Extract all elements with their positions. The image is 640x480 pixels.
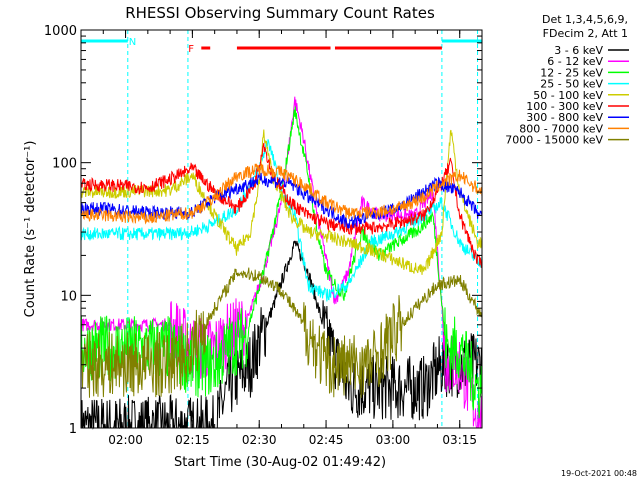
legend-label-8: 7000 - 15000 keV xyxy=(505,134,603,147)
series-line-100-300-kev xyxy=(80,142,483,269)
y-tick-label-1: 10 xyxy=(60,289,77,304)
flare-flag-label: F xyxy=(188,44,194,55)
legend-label-5: 100 - 300 keV xyxy=(526,100,603,113)
y-tick-label-3: 1000 xyxy=(44,24,77,39)
series-line-800-7000-kev xyxy=(80,163,483,225)
legend-label-2: 12 - 25 keV xyxy=(540,66,603,79)
series-line-25-50-kev xyxy=(80,139,483,302)
legend-label-4: 50 - 100 keV xyxy=(533,89,603,102)
x-tick-label-5: 03:15 xyxy=(442,433,477,447)
legend-header-line-2: FDecim 2, Att 1 xyxy=(543,27,628,40)
legend-label-6: 300 - 800 keV xyxy=(526,111,603,124)
series-line-3-6-kev xyxy=(80,240,483,430)
chart-title: RHESSI Observing Summary Count Rates xyxy=(125,4,435,22)
legend-header-line-1: Det 1,3,4,5,6,9, xyxy=(542,13,628,26)
legend-label-3: 25 - 50 keV xyxy=(540,78,603,91)
x-tick-label-4: 03:00 xyxy=(376,433,411,447)
y-tick-label-2: 100 xyxy=(52,157,77,172)
observing-bar-label-0: N xyxy=(129,37,136,48)
legend-label-1: 6 - 12 keV xyxy=(547,55,603,68)
series-line-7000-15000-kev xyxy=(81,267,483,398)
series-line-300-800-kev xyxy=(80,171,483,229)
x-tick-label-3: 02:45 xyxy=(309,433,344,447)
x-tick-label-1: 02:15 xyxy=(175,433,210,447)
series-line-50-100-kev xyxy=(80,129,483,275)
footer-date: 19-Oct-2021 00:48 xyxy=(561,469,637,478)
x-tick-label-0: 02:00 xyxy=(108,433,143,447)
x-tick-label-2: 02:30 xyxy=(242,433,277,447)
y-axis-label: Count Rate (s⁻¹ detector⁻¹) xyxy=(23,141,38,318)
legend-label-7: 800 - 7000 keV xyxy=(519,122,603,135)
y-tick-label-0: 1 xyxy=(69,422,77,437)
legend-label-0: 3 - 6 keV xyxy=(554,44,603,57)
x-axis-label: Start Time (30-Aug-02 01:49:42) xyxy=(174,455,386,470)
